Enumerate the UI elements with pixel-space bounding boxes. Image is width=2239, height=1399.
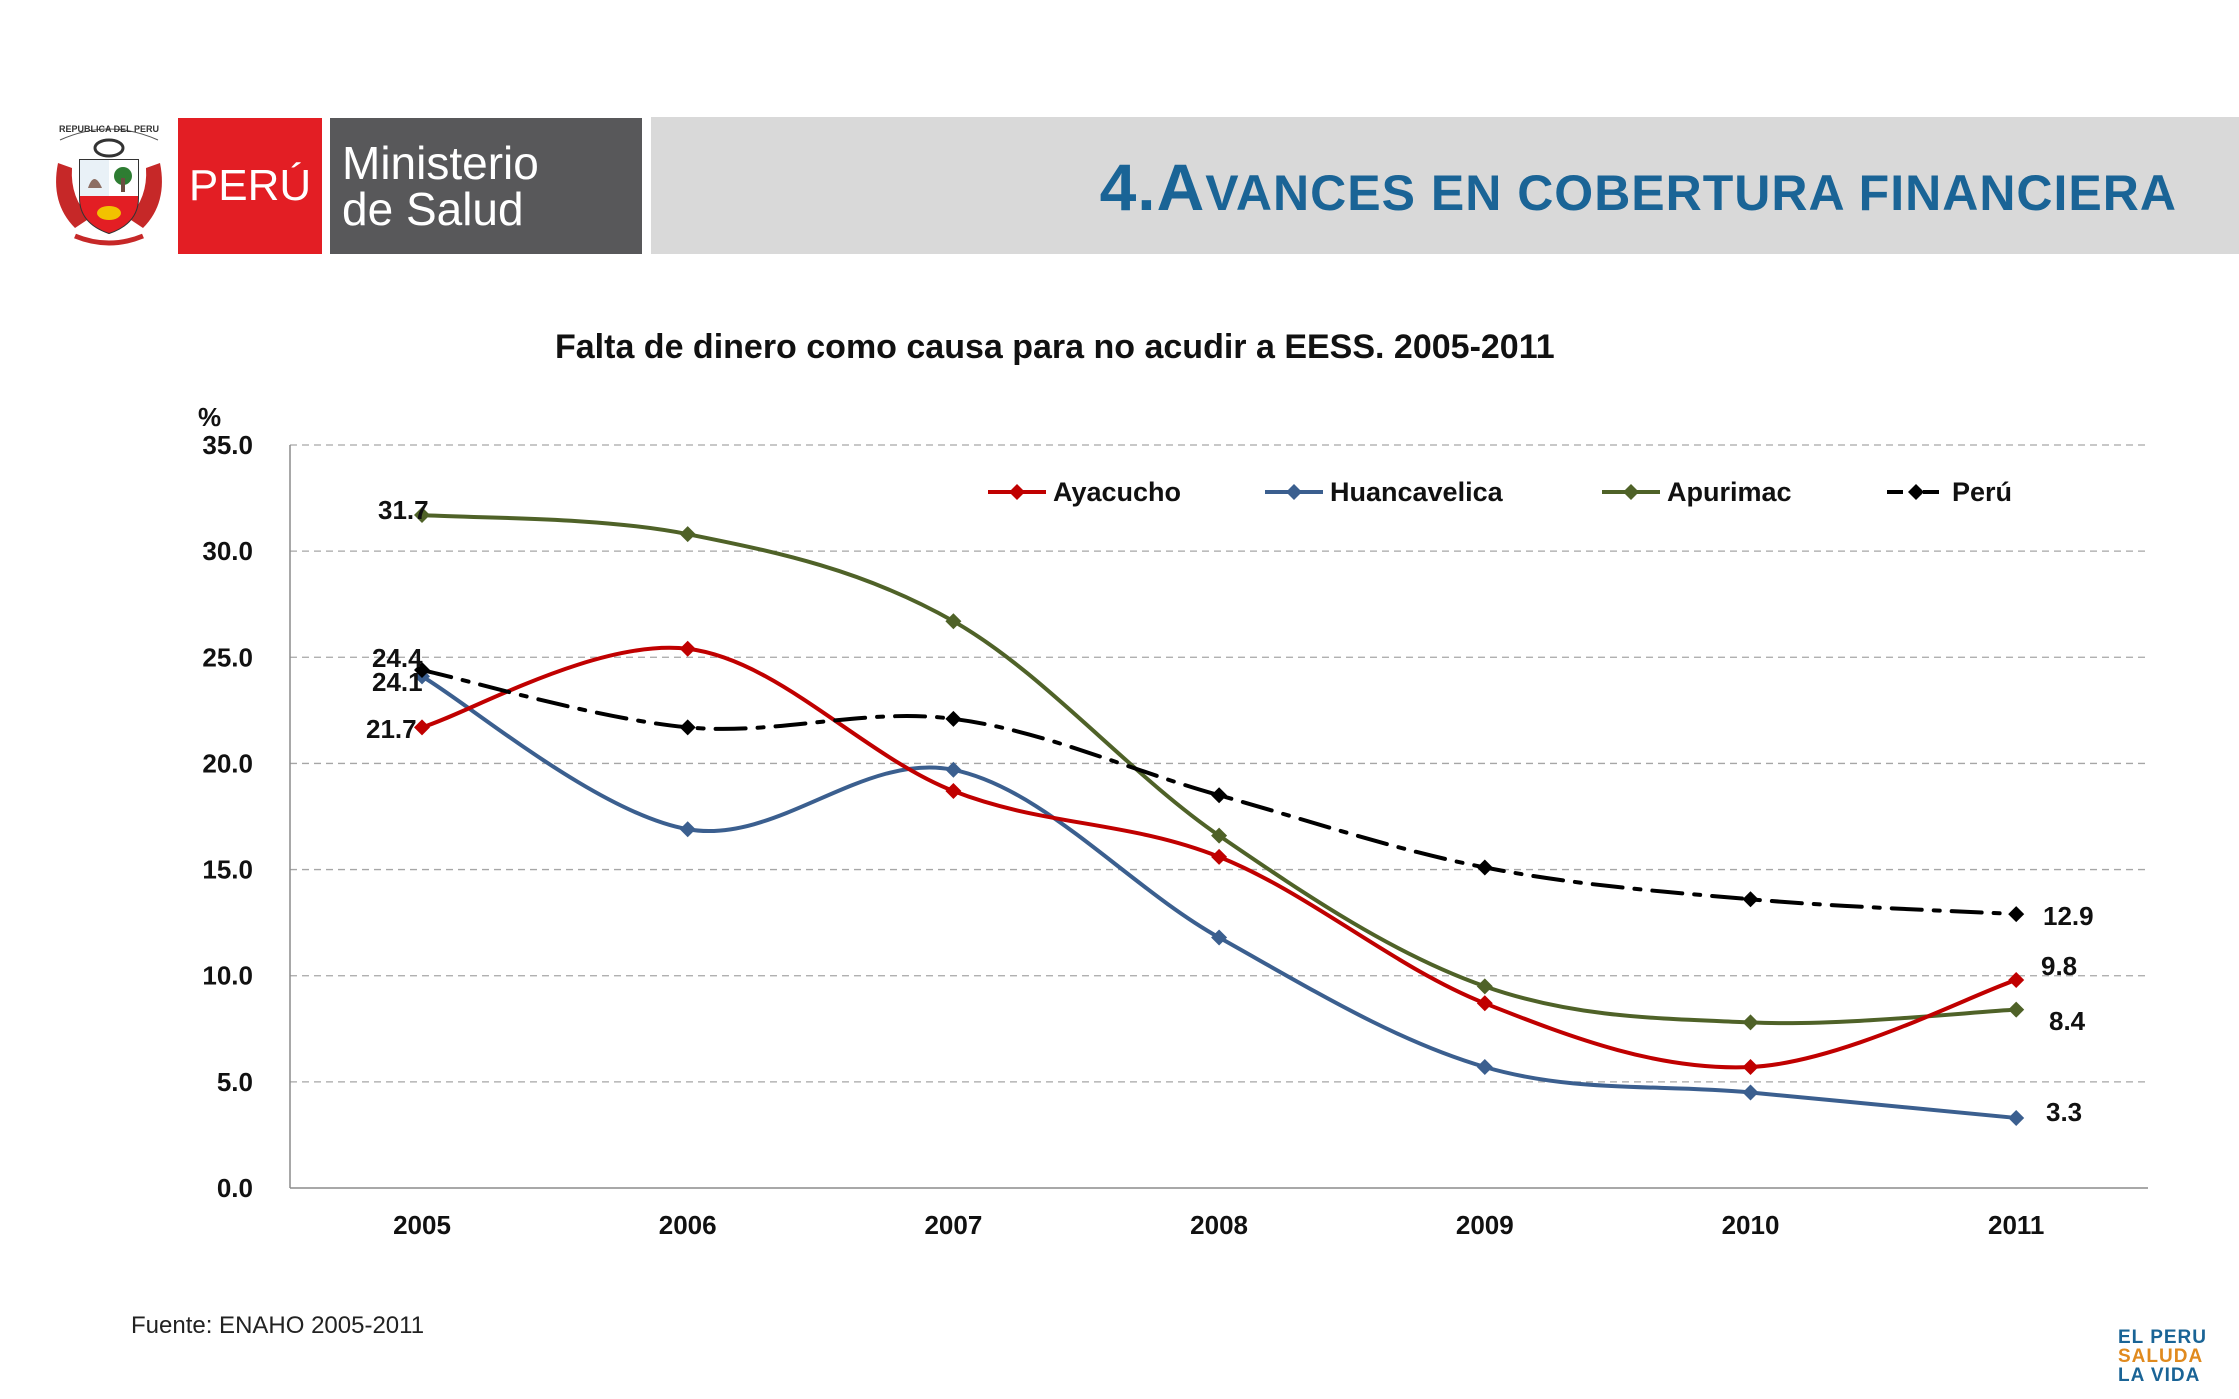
x-tick-label: 2009 [1456,1210,1514,1240]
data-point [2008,1109,2025,1126]
y-tick-label: 30.0 [202,536,253,566]
data-point [1476,1058,1493,1075]
data-point [679,640,696,657]
series-line-apurimac [420,513,2019,1026]
y-tick-label: 25.0 [202,642,253,672]
y-tick-label: 35.0 [202,430,253,460]
x-tick-label: 2008 [1190,1210,1248,1240]
legend-marker [1908,484,1924,500]
y-tick-label: 10.0 [202,961,253,991]
slogan-line-2: SALUDA [2118,1346,2204,1367]
crest-text: REPUBLICA DEL PERU [59,124,159,134]
x-tick-label: 2007 [924,1210,982,1240]
legend-marker [1009,484,1025,500]
ministry-line-2: de Salud [342,183,524,235]
x-tick-label: 2010 [1722,1210,1780,1240]
data-point [414,507,430,524]
slogan-logo: EL PERU SALUDA LA VIDA [2118,1328,2207,1385]
legend-marker [1286,484,1302,500]
coat-of-arms-icon: REPUBLICA DEL PERU [56,124,162,246]
page-title-initial: A [1156,150,1206,224]
slogan-line-3: LA VIDA [2118,1365,2201,1386]
data-point [414,662,430,679]
data-point [414,719,430,736]
y-tick-label: 20.0 [202,748,253,778]
peru-logo-box: PERÚ [178,118,322,254]
page-title-number: 4. [1099,150,1157,224]
data-point [1742,891,1759,908]
data-point [679,526,696,543]
data-point [1211,848,1228,865]
data-point [679,821,696,838]
page-title-rest: VANCES EN COBERTURA FINANCIERA [1205,165,2177,221]
slogan-line-1: EL PERU [2118,1327,2208,1348]
data-point [1211,827,1228,844]
data-point [2008,906,2025,923]
data-label: 12.9 [2043,901,2094,931]
data-point [945,761,962,778]
data-point [1476,995,1493,1012]
y-tick-label: 5.0 [217,1067,253,1097]
y-tick-label: 15.0 [202,855,253,885]
data-point [2008,971,2025,988]
data-point [679,719,696,736]
legend-label: Huancavelica [1330,477,1504,507]
legend-marker [1623,484,1639,500]
header-bar [651,117,2239,254]
x-tick-label: 2011 [1988,1210,2044,1240]
y-tick-label: 0.0 [217,1173,253,1203]
page-title: 4.AVANCES EN COBERTURA FINANCIERA [1100,137,2177,237]
data-point [1211,929,1228,946]
data-point [945,710,962,727]
data-label: 8.4 [2049,1006,2086,1036]
ministry-logo-box: Ministerio de Salud [330,118,642,254]
data-label: 21.7 [366,714,417,744]
data-point [1476,859,1493,876]
legend-label: Ayacucho [1053,477,1181,507]
data-label: 3.3 [2046,1097,2082,1127]
legend-label: Perú [1952,477,2012,507]
data-point [945,613,962,630]
data-label: 31.7 [378,495,429,525]
y-axis-label: % [198,402,221,432]
data-point [1742,1014,1759,1031]
data-point [1476,978,1493,995]
x-tick-label: 2005 [393,1210,451,1240]
data-point [945,783,962,800]
x-tick-label: 2006 [659,1210,717,1240]
data-point [1742,1084,1759,1101]
data-label: 24.4 [372,643,423,673]
data-label: 24.1 [372,667,423,697]
series-line-huancavelica [420,674,2019,1120]
data-point [1742,1058,1759,1075]
legend-label: Apurimac [1667,477,1792,507]
peru-label: PERÚ [188,161,312,210]
source-note: Fuente: ENAHO 2005-2011 [131,1312,425,1339]
chart-title: Falta de dinero como causa para no acudi… [555,328,1555,366]
ministry-line-1: Ministerio [342,137,539,189]
data-label: 9.8 [2041,951,2077,981]
data-point [1211,787,1228,804]
data-point [2008,1001,2025,1018]
